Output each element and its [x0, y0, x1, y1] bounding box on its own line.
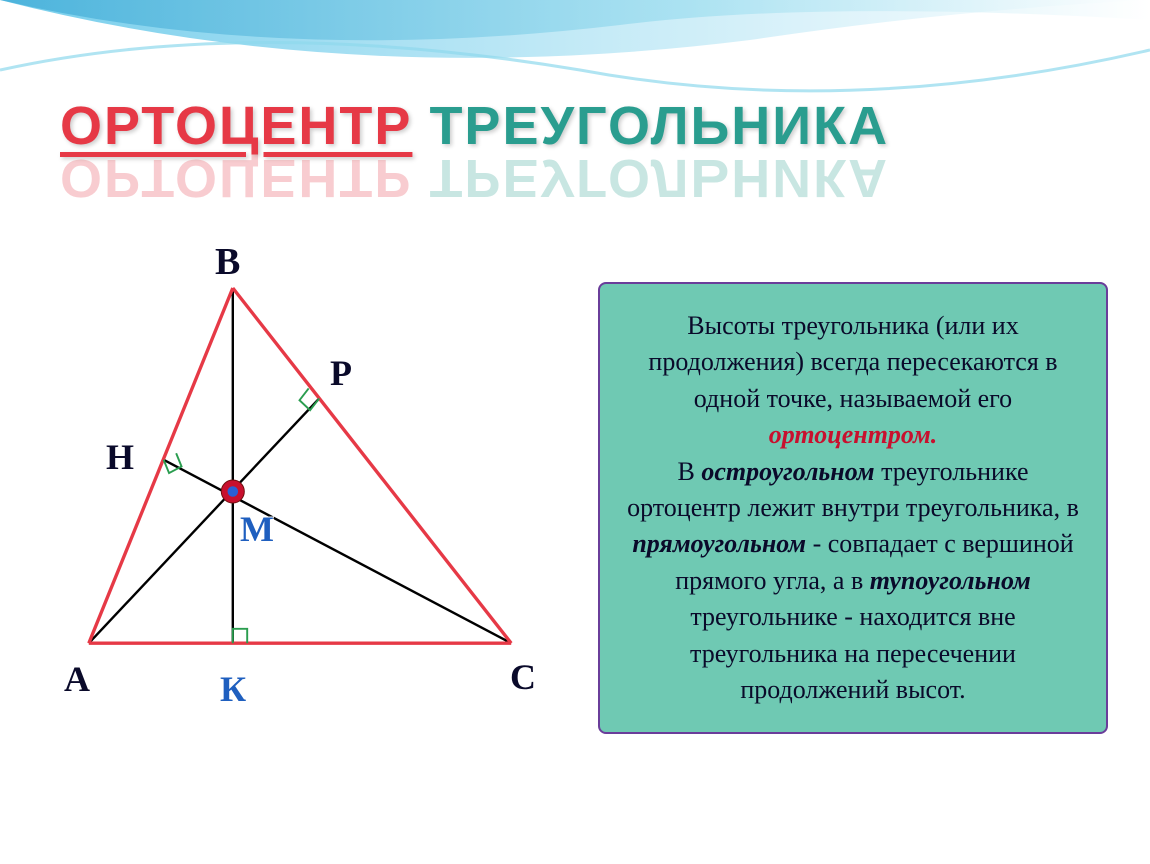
label-A: А	[64, 658, 90, 700]
info-text-segment: Высоты треугольника (или их продолжения)…	[648, 311, 1057, 413]
triangle-sides	[89, 288, 511, 643]
info-em-obtuse: тупоугольном	[870, 566, 1031, 595]
label-P: Р	[330, 352, 352, 394]
info-box: Высоты треугольника (или их продолжения)…	[598, 282, 1108, 734]
info-text-segment: В	[678, 457, 702, 486]
label-B: В	[215, 240, 240, 284]
label-M: М	[240, 508, 274, 550]
orthocenter-point	[221, 480, 244, 503]
triangle-svg	[40, 240, 560, 720]
info-em-acute: остроугольном	[701, 457, 874, 486]
info-highlight-orthocenter: ортоцентром.	[769, 420, 938, 449]
altitudes	[89, 288, 511, 643]
triangle-diagram: А В С Н Р К М	[40, 240, 560, 720]
label-H: Н	[106, 436, 134, 478]
info-paragraph: Высоты треугольника (или их продолжения)…	[626, 308, 1080, 708]
info-em-right: прямоугольном	[632, 529, 806, 558]
info-text-segment: треугольнике - находится вне треугольник…	[690, 602, 1016, 704]
slide-title: ОРТОЦЕНТР ТРЕУГОЛЬНИКА ОРТОЦЕНТР ТРЕУГОЛ…	[60, 95, 1090, 209]
label-K: К	[220, 668, 246, 710]
label-C: С	[510, 656, 536, 698]
